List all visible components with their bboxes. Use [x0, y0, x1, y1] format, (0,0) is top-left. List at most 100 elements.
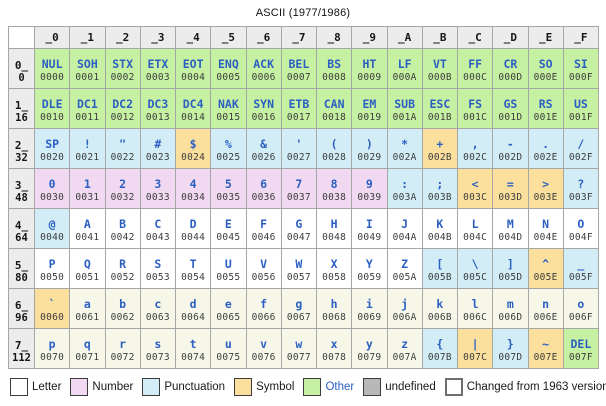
cell-char: j: [401, 297, 409, 311]
cell-hex: 0006: [251, 72, 276, 83]
cell-hex: 0002: [110, 72, 135, 83]
cell-char: G: [295, 217, 303, 231]
ascii-table-body: 0_ 0 NUL 0000 SOH 0001 STX 0002 ETX 0003 EOT 0004 EN…: [8, 48, 600, 369]
cell-hex: 005F: [568, 272, 593, 283]
cell-hex: 0075: [216, 352, 241, 363]
cell-char: b: [119, 297, 127, 311]
cell-hex: 0034: [181, 192, 206, 203]
cell-0012: DC2 0012: [104, 88, 141, 129]
cell-001B: ESC 001B: [421, 88, 459, 129]
cell-002A: * 002A: [386, 128, 423, 169]
cell-char: A: [83, 217, 91, 231]
cell-char: Z: [401, 257, 409, 271]
cell-char: U: [224, 257, 232, 271]
cell-hex: 001B: [427, 112, 452, 123]
cell-char: CR: [503, 57, 518, 71]
cell-char: L: [471, 217, 479, 231]
cell-hex: 0036: [251, 192, 276, 203]
cell-0006: ACK 0006: [245, 48, 282, 89]
cell-char: 9: [365, 177, 373, 191]
cell-004C: L 004C: [456, 208, 494, 249]
cell-char: C: [154, 217, 162, 231]
cell-0027: ' 0027: [280, 128, 318, 169]
cell-0037: 7 0037: [280, 168, 318, 209]
cell-000D: CR 000D: [492, 48, 529, 89]
cell-char: %: [224, 137, 232, 151]
cell-char: DC3: [147, 97, 169, 111]
cell-005F: _ 005F: [562, 248, 600, 289]
cell-char: SP: [45, 137, 60, 151]
cell-char: [: [436, 257, 444, 271]
cell-hex: 001A: [392, 112, 417, 123]
legend-item: Symbol: [234, 378, 294, 396]
cell-char: SYN: [253, 97, 275, 111]
cell-hex: 0037: [286, 192, 311, 203]
cell-char: ;: [436, 177, 444, 191]
cell-0030: 0 0030: [33, 168, 71, 209]
legend-label: Other: [325, 381, 355, 393]
cell-char: F: [260, 217, 268, 231]
cell-char: ,: [471, 137, 479, 151]
cell-char: y: [365, 337, 373, 351]
cell-char: X: [330, 257, 338, 271]
cell-007C: | 007C: [456, 328, 494, 369]
cell-char: i: [365, 297, 373, 311]
cell-0039: 9 0039: [351, 168, 388, 209]
cell-hex: 0014: [181, 112, 206, 123]
cell-char: EM: [362, 97, 377, 111]
cell-char: 7: [295, 177, 303, 191]
page-title: ASCII (1977/1986): [255, 7, 351, 19]
cell-hex: 0047: [286, 232, 311, 243]
cell-char: RS: [538, 97, 553, 111]
cell-0053: S 0053: [139, 248, 177, 289]
cell-char: *: [401, 137, 409, 151]
cell-hex: 0029: [357, 152, 382, 163]
cell-006E: n 006E: [527, 288, 564, 329]
legend-item: Other: [303, 378, 354, 396]
cell-char: +: [436, 137, 444, 151]
cell-hex: 002A: [392, 152, 417, 163]
cell-char: US: [573, 97, 588, 111]
cell-char: e: [224, 297, 232, 311]
cell-hex: 0057: [286, 272, 311, 283]
cell-hex: 004B: [427, 232, 452, 243]
row-header-0_: 0_ 0: [8, 48, 35, 89]
cell-hex: 0076: [251, 352, 276, 363]
cell-hex: 003A: [392, 192, 417, 203]
cell-007B: {007B: [421, 328, 459, 369]
cell-hex: 0033: [145, 192, 170, 203]
cell-char: d: [189, 297, 197, 311]
cell-0074: t 0074: [174, 328, 212, 369]
cell-hex: 0054: [181, 272, 206, 283]
row-header-hex-label: 5_: [14, 258, 29, 272]
cell-hex: 0044: [181, 232, 206, 243]
cell-hex: 003F: [568, 192, 593, 203]
cell-0067: g 0067: [280, 288, 318, 329]
cell-char: (: [330, 137, 338, 151]
cell-hex: 002D: [498, 152, 523, 163]
cell-0051: Q 0051: [69, 248, 106, 289]
cell-char: R: [119, 257, 127, 271]
cell-001E: RS 001E: [527, 88, 564, 129]
cell-char: ^: [542, 257, 550, 271]
cell-hex: 0066: [251, 312, 276, 323]
cell-hex: 0062: [110, 312, 135, 323]
cell-002B: +002B: [421, 128, 459, 169]
cell-char: ~: [542, 337, 550, 351]
cell-char: ]: [506, 257, 514, 271]
cell-char: f: [260, 297, 268, 311]
cell-003F: ? 003F: [562, 168, 600, 209]
cell-0036: 6 0036: [245, 168, 282, 209]
cell-0079: y 0079: [351, 328, 388, 369]
cell-007F: DEL 007F: [562, 328, 600, 369]
cell-0071: q 0071: [69, 328, 106, 369]
cell-char: B: [119, 217, 127, 231]
cell-char: CAN: [323, 97, 345, 111]
cell-char: 8: [330, 177, 338, 191]
legend-label: Changed from 1963 version: [466, 381, 606, 393]
cell-char: |: [471, 337, 479, 351]
cell-char: -: [506, 137, 514, 151]
cell-char: ': [295, 137, 303, 151]
cell-char: !: [83, 137, 91, 151]
cell-hex: 0071: [75, 352, 100, 363]
